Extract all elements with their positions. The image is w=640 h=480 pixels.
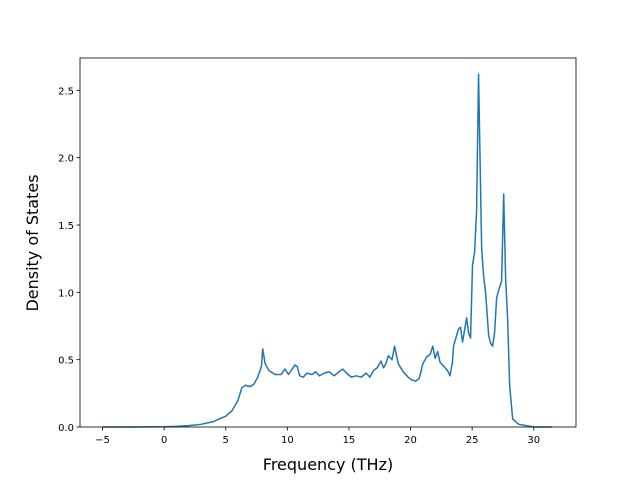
y-tick-label: 1.5 [58, 221, 74, 232]
y-tick-label: 0.0 [58, 423, 74, 434]
y-tick-label: 2.0 [58, 154, 74, 165]
x-tick-label: 10 [281, 435, 294, 446]
y-tick-label: 1.0 [58, 288, 74, 299]
x-tick-label: 30 [527, 435, 540, 446]
y-axis-label: Density of States [23, 174, 42, 311]
x-tick-label: 20 [404, 435, 417, 446]
x-tick-label: 25 [466, 435, 479, 446]
line-series [102, 73, 553, 428]
x-tick-label: −5 [95, 435, 110, 446]
plot-frame [79, 57, 577, 428]
x-axis-label: Frequency (THz) [263, 455, 393, 474]
x-tick-label: 15 [343, 435, 356, 446]
y-tick-label: 0.5 [58, 356, 74, 367]
x-tick-label: 0 [161, 435, 167, 446]
x-tick-label: 5 [223, 435, 229, 446]
y-tick-label: 2.5 [58, 86, 74, 97]
